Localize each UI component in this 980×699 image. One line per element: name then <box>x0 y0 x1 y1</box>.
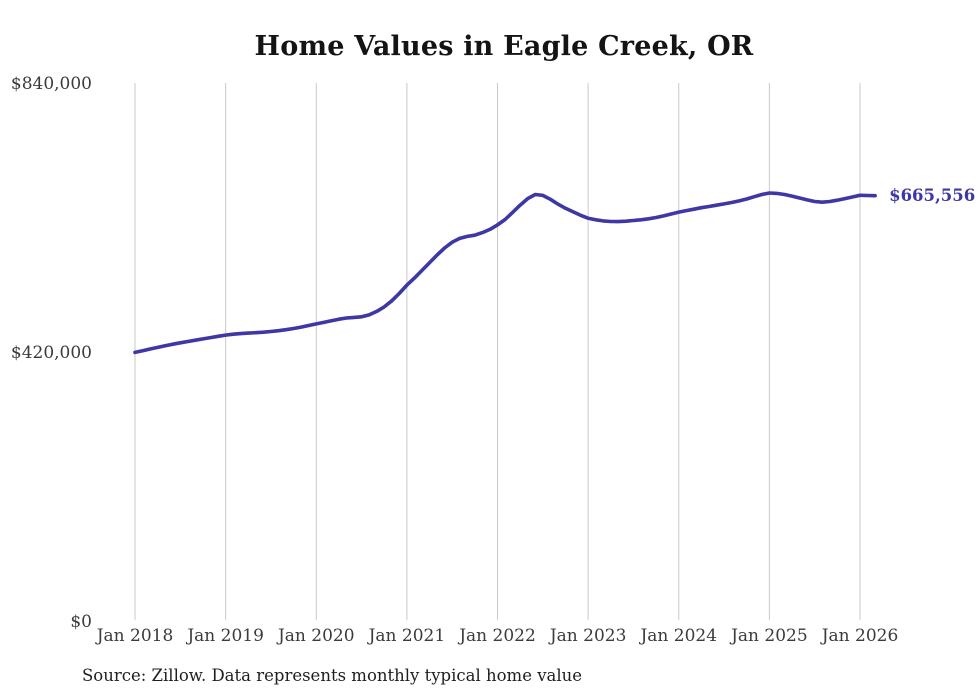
source-note: Source: Zillow. Data represents monthly … <box>82 666 583 685</box>
x-tick-label: Jan 2026 <box>821 626 899 646</box>
x-tick-label: Jan 2020 <box>277 626 355 646</box>
x-tick-label: Jan 2019 <box>187 626 264 646</box>
x-tick-label: Jan 2018 <box>96 626 174 646</box>
y-tick-label: $840,000 <box>10 74 92 94</box>
x-tick-label: Jan 2021 <box>368 626 446 646</box>
home-value-line-series <box>133 191 877 355</box>
x-tick-label: Jan 2022 <box>459 626 536 646</box>
x-tick-label: Jan 2023 <box>549 626 627 646</box>
x-tick-label: Jan 2024 <box>640 626 718 646</box>
x-tick-label: Jan 2025 <box>731 626 808 646</box>
chart-title: Home Values in Eagle Creek, OR <box>254 31 754 62</box>
y-tick-label: $0 <box>70 612 92 632</box>
y-tick-label: $420,000 <box>10 343 92 363</box>
vertical-gridlines <box>134 83 861 620</box>
latest-value-label: $665,556 <box>889 185 976 205</box>
